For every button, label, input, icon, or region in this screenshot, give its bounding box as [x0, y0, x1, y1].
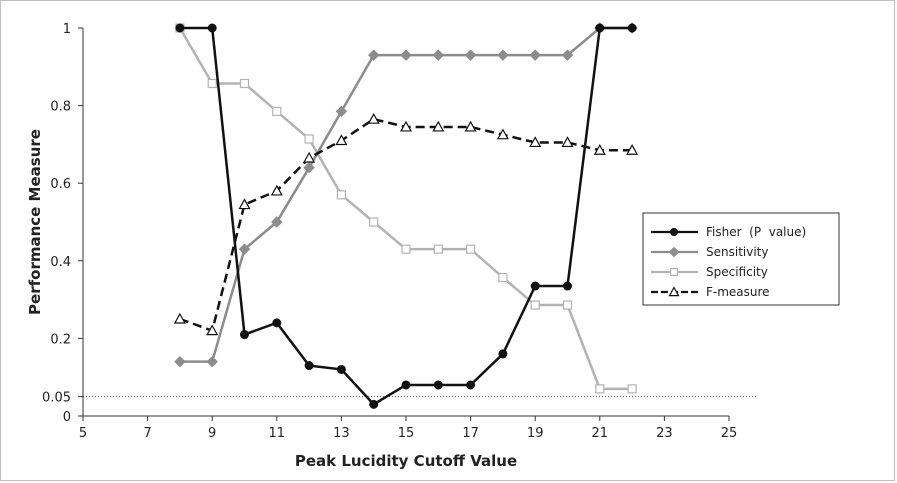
data-point — [336, 364, 346, 374]
data-point — [367, 49, 380, 61]
legend-marker — [668, 286, 680, 297]
legend-label: Sensitivity — [706, 245, 768, 259]
data-point — [529, 136, 542, 148]
x-tick-label: 15 — [398, 426, 415, 441]
data-point — [238, 198, 251, 210]
legend-label: Specificity — [706, 265, 768, 279]
data-point — [174, 355, 186, 368]
data-point — [304, 361, 314, 371]
data-point — [497, 49, 509, 61]
data-point — [561, 49, 574, 61]
y-tick-label: 0.2 — [50, 332, 71, 347]
legend-marker — [670, 228, 678, 236]
data-point — [270, 184, 283, 196]
series-line — [179, 26, 633, 363]
data-point — [563, 281, 572, 291]
x-tick-label: 25 — [721, 426, 738, 441]
data-point — [207, 78, 217, 89]
y-tick-label: 0.4 — [50, 255, 71, 270]
series-1 — [174, 22, 638, 368]
legend-marker — [669, 267, 679, 277]
data-point — [239, 78, 250, 89]
x-tick-label: 19 — [527, 426, 544, 441]
data-point — [206, 324, 219, 336]
y-tick-label: 1 — [63, 22, 71, 37]
x-axis-title: Peak Lucidity Cutoff Value — [295, 452, 517, 470]
data-point — [593, 143, 606, 155]
legend-label: Fisher (P value) — [706, 225, 806, 239]
data-point — [207, 23, 217, 33]
data-point — [399, 120, 413, 132]
data-point — [627, 384, 637, 394]
legend-label: F-measure — [706, 285, 770, 299]
data-point — [240, 330, 249, 340]
x-tick-label: 23 — [656, 426, 673, 441]
data-point — [464, 120, 477, 132]
data-point — [530, 281, 540, 291]
legend-marker — [668, 246, 680, 258]
x-tick-label: 5 — [79, 426, 87, 441]
data-point — [335, 105, 348, 118]
axes — [78, 27, 730, 421]
data-point — [433, 244, 443, 254]
data-point — [496, 128, 509, 140]
data-point — [400, 49, 412, 61]
data-point — [530, 300, 540, 310]
x-tick-label: 17 — [462, 426, 479, 441]
data-point — [336, 190, 346, 200]
data-point — [562, 300, 573, 310]
x-tick-label: 21 — [592, 426, 609, 441]
data-point — [432, 120, 445, 132]
data-point — [595, 384, 605, 394]
data-point — [175, 23, 185, 33]
data-point — [272, 318, 282, 328]
data-point — [206, 355, 218, 368]
data-point — [303, 151, 316, 163]
y-tick-label: 0 — [63, 410, 71, 425]
x-tick-label: 9 — [208, 426, 216, 441]
series-3 — [173, 112, 639, 336]
data-point — [335, 134, 348, 146]
data-point — [529, 49, 541, 61]
x-tick-label: 11 — [269, 426, 286, 441]
data-point — [466, 244, 476, 254]
data-point — [173, 312, 186, 324]
data-point — [401, 244, 411, 254]
y-tick-label: 0.6 — [50, 177, 71, 192]
legend: Fisher (P value) Sensitivity Specificity F-… — [642, 212, 840, 306]
data-point — [626, 143, 639, 155]
data-point — [367, 112, 380, 124]
y-axis-title: Performance Measure — [26, 129, 44, 315]
data-point — [432, 49, 445, 61]
data-point — [627, 23, 637, 33]
data-point — [464, 49, 477, 61]
series-line — [179, 117, 633, 333]
data-point — [271, 216, 283, 228]
series-0 — [175, 23, 637, 409]
y-tick-label: 0.8 — [50, 100, 71, 115]
data-point — [595, 23, 605, 33]
data-point — [433, 380, 443, 390]
x-tick-label: 13 — [333, 426, 350, 441]
data-point — [369, 399, 379, 409]
data-point — [498, 272, 508, 283]
y-tick-label: 0.05 — [42, 391, 71, 406]
data-point — [303, 161, 315, 174]
data-point — [401, 380, 411, 390]
series-layer — [173, 22, 639, 409]
data-point — [369, 217, 379, 227]
data-point — [466, 380, 476, 390]
tick-labels: 5 7 9 11 13 15 17 19 21 23 25 0 0.05 0.2 0.4 0.6 0.8 1 — [42, 22, 737, 441]
data-point — [304, 134, 314, 144]
data-point — [272, 106, 282, 117]
data-point — [498, 349, 508, 359]
data-point — [238, 243, 251, 255]
x-tick-label: 7 — [143, 426, 151, 441]
data-point — [561, 136, 574, 148]
